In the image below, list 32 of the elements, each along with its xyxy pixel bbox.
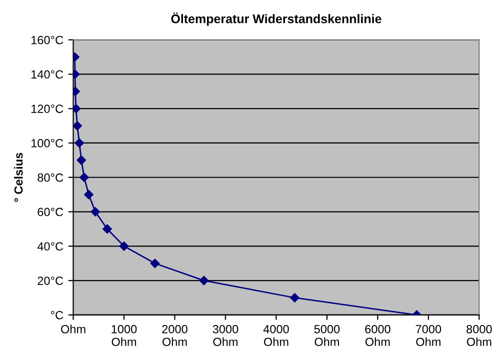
point (80, 172, 89, 182)
y-tick-label: 80°C (38, 173, 64, 182)
y-tick-label: 160°C (31, 36, 64, 44)
point (73, 121, 82, 130)
x-tick-label: 3000 Ohm (212, 324, 238, 346)
x-tick-label: 6000 Ohm (365, 324, 390, 346)
point (102, 224, 112, 234)
y-tick-label: 120°C (31, 104, 64, 113)
point (90, 207, 100, 216)
y-tick-label: °C (50, 310, 64, 320)
x-tick-label: Ohm (61, 324, 86, 334)
y-tick-label: 20°C (38, 276, 64, 285)
point (119, 242, 129, 251)
x-tick-label: 8000 Ohm (466, 324, 492, 346)
y-tick-label: 40°C (37, 242, 64, 251)
point (199, 276, 209, 286)
point (84, 190, 94, 200)
x-tick-label: 1000 Ohm (112, 324, 137, 346)
x-tick-label: 5000 Ohm (314, 324, 340, 346)
point (150, 258, 160, 268)
x-tick-label: 7000 Ohm (416, 324, 442, 346)
y-tick-label: 140°C (31, 70, 64, 79)
point (73, 104, 81, 114)
x-tick-label: 2000 Ohm (162, 324, 188, 346)
y-tick-label: 60°C (38, 208, 64, 216)
y-axis-title: ° Celsius (14, 152, 23, 202)
point (290, 293, 300, 302)
y-tick-label: 100°C (31, 139, 64, 148)
point (74, 138, 84, 148)
x-tick-label: 4000 Ohm (263, 324, 289, 346)
point (76, 156, 86, 165)
chart-title: Öltemperatur Widerstandskennlinie (171, 12, 382, 26)
